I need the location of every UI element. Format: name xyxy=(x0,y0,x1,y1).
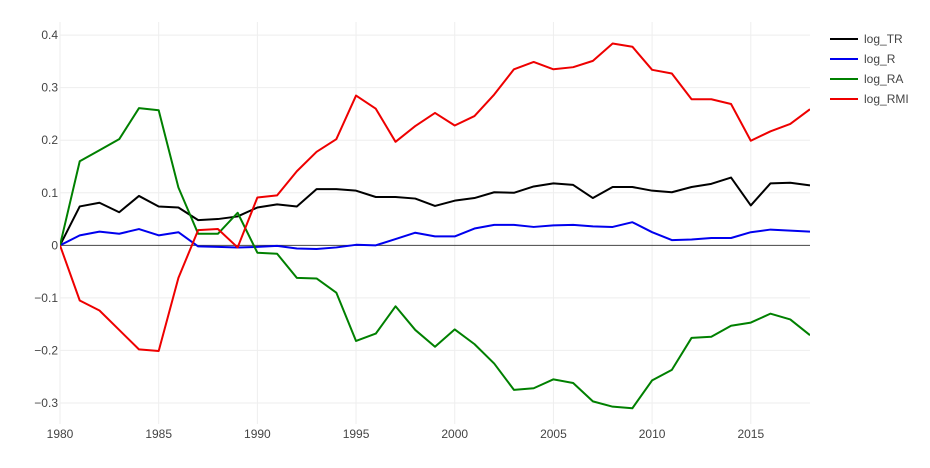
y-tick-label: −0.1 xyxy=(34,291,58,305)
x-tick-label: 1985 xyxy=(145,427,172,441)
x-tick-label: 2000 xyxy=(441,427,468,441)
legend-label: log_R xyxy=(864,52,896,66)
x-tick-label: 1980 xyxy=(47,427,74,441)
series-layer xyxy=(60,42,810,410)
y-tick-label: −0.2 xyxy=(34,343,58,357)
legend-label: log_RA xyxy=(864,72,903,86)
legend-label: log_TR xyxy=(864,32,903,46)
y-tick-label: 0.2 xyxy=(41,133,58,147)
legend: log_TR log_R log_RA log_RMI xyxy=(830,32,909,106)
legend-item-log-tr: log_TR xyxy=(830,32,903,46)
x-tick-label: 2015 xyxy=(737,427,764,441)
x-tick-label: 1990 xyxy=(244,427,271,441)
legend-item-log-rmi: log_RMI xyxy=(830,92,909,106)
y-tick-label: 0.3 xyxy=(41,81,58,95)
series-line-log-rmi xyxy=(60,42,810,352)
x-tick-label: 1995 xyxy=(343,427,370,441)
y-tick-label: 0 xyxy=(51,238,58,252)
x-tick-label: 2010 xyxy=(639,427,666,441)
legend-item-log-ra: log_RA xyxy=(830,72,903,86)
x-axis: 1980 1985 1990 1995 2000 2005 2010 2015 xyxy=(47,427,765,441)
series-line-log-ra xyxy=(60,107,810,410)
y-tick-label: 0.4 xyxy=(41,28,58,42)
series-line-log-r xyxy=(60,221,810,251)
y-tick-label: −0.3 xyxy=(34,396,58,410)
series-line-log-tr xyxy=(60,176,810,246)
x-tick-label: 2005 xyxy=(540,427,567,441)
y-axis: −0.3 −0.2 −0.1 0 0.1 0.2 0.3 0.4 xyxy=(34,28,58,410)
legend-item-log-r: log_R xyxy=(830,52,896,66)
legend-label: log_RMI xyxy=(864,92,909,106)
y-tick-label: 0.1 xyxy=(41,186,58,200)
grid-layer xyxy=(59,22,810,424)
